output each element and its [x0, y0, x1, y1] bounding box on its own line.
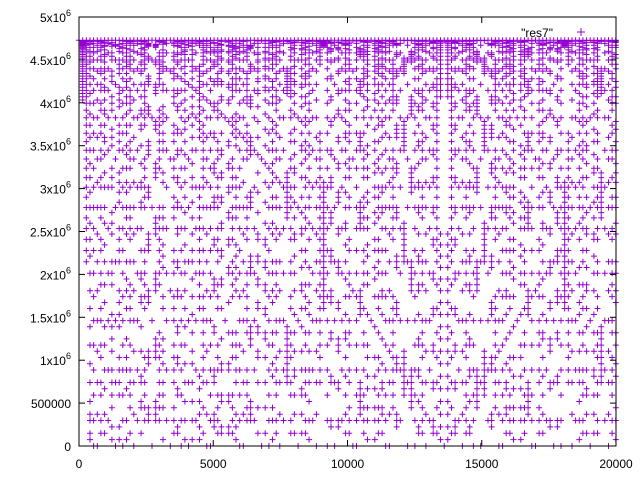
x-tick-label: 5000 — [200, 457, 227, 471]
legend-marker — [577, 28, 585, 36]
y-tick-labels: 0 500000 1x106 1.5x106 2x106 2.5x106 3x106 3.5x… — [30, 8, 71, 454]
data-points — [76, 37, 619, 449]
x-tick-label: 0 — [76, 457, 83, 471]
y-tick-label: 1.5x106 — [30, 308, 71, 325]
y-tick-label: 3x106 — [40, 180, 71, 197]
y-tick-label: 500000 — [31, 397, 71, 411]
y-tick-label: 4.5x106 — [30, 51, 71, 68]
x-tick-labels: 0 5000 10000 15000 20000 — [76, 457, 633, 471]
y-tick-label: 2.5x106 — [30, 223, 71, 240]
series-res7-markers — [76, 37, 619, 449]
y-tick-label: 4x106 — [40, 94, 71, 111]
legend-plus-marker — [577, 28, 585, 36]
x-tick-label: 15000 — [465, 457, 499, 471]
x-tick-label: 10000 — [331, 457, 365, 471]
y-tick-label: 5x106 — [40, 8, 71, 25]
y-tick-label: 3.5x106 — [30, 137, 71, 154]
legend-label: "res7" — [521, 26, 553, 40]
y-tick-label: 1x106 — [40, 351, 71, 368]
y-tick-label: 0 — [64, 440, 71, 454]
x-tick-label: 20000 — [599, 457, 633, 471]
y-tick-label: 2x106 — [40, 265, 71, 282]
